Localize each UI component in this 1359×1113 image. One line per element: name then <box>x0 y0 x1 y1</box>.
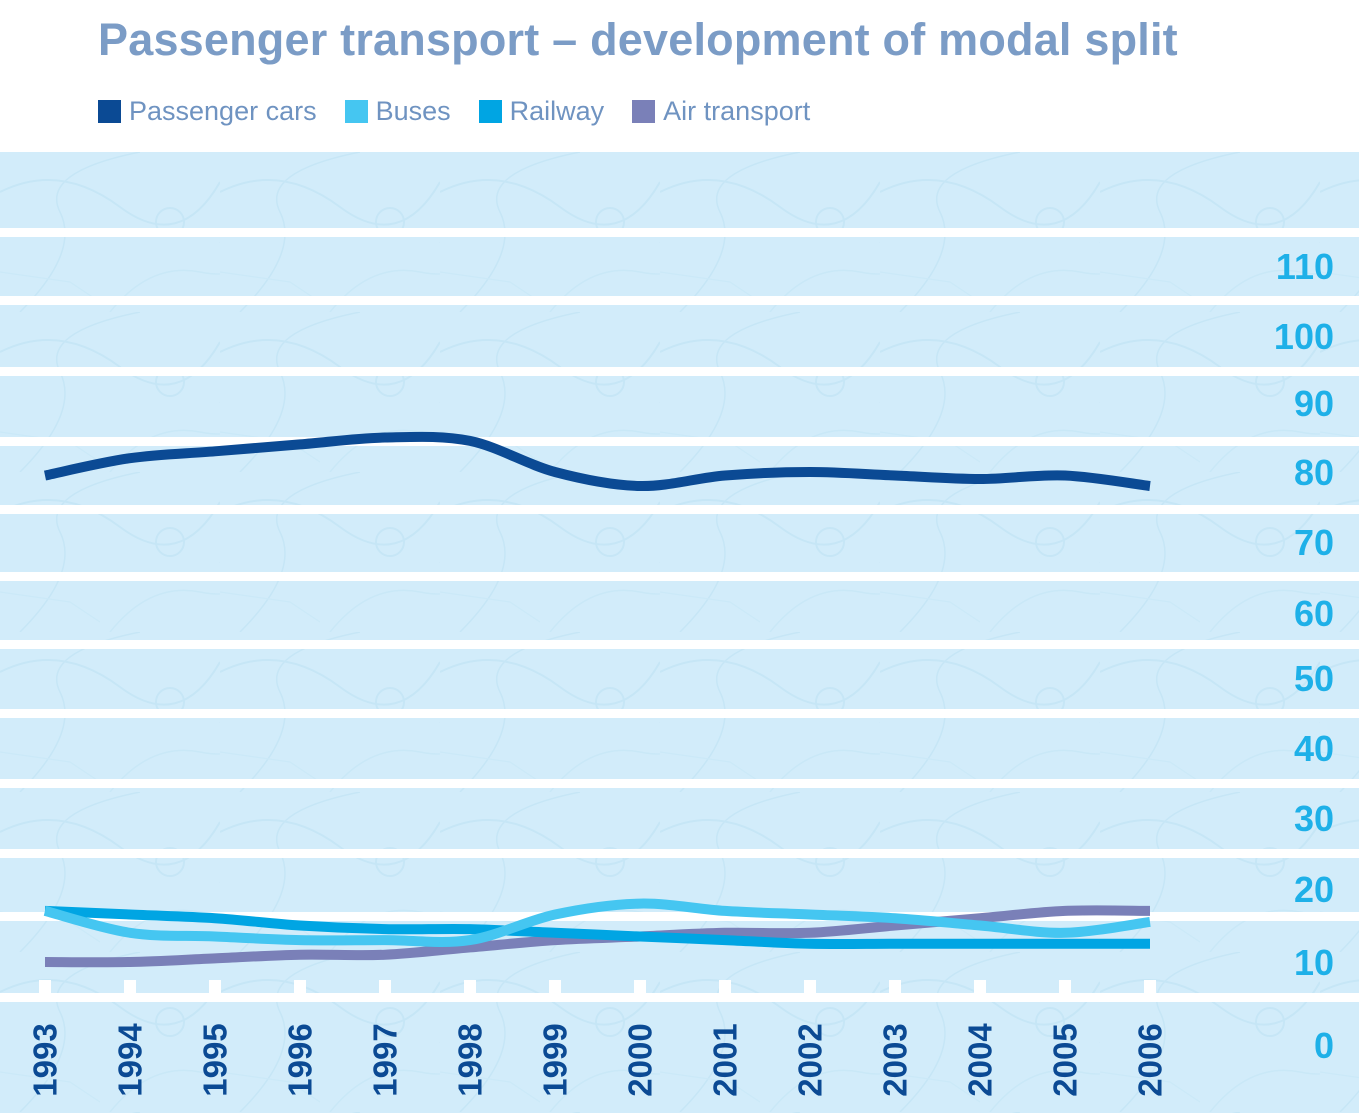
y-tick-label-110: 110 <box>1276 246 1334 287</box>
gridline-band-12 <box>0 993 1359 1002</box>
legend-item-buses: Buses <box>344 96 451 127</box>
series-line-railway <box>44 905 1150 950</box>
legend-swatch-air-transport <box>632 100 656 123</box>
x-tick-label-1993: 1993 <box>27 1023 64 1096</box>
x-tick-label-1998: 1998 <box>452 1023 489 1096</box>
legend-swatch-railway <box>478 100 502 123</box>
chart-legend: Passenger cars Buses Railway Air transpo… <box>98 96 838 127</box>
x-tick-label-1995: 1995 <box>197 1023 234 1096</box>
x-tick-label-2002: 2002 <box>792 1023 829 1096</box>
y-tick-label-10: 10 <box>1294 942 1334 983</box>
x-tick-mark-1999 <box>549 980 561 994</box>
legend-swatch-passenger-cars <box>98 100 121 123</box>
gridline-band-8 <box>0 709 1359 718</box>
gridline-band-5 <box>0 505 1359 514</box>
x-tick-mark-2003 <box>889 980 901 994</box>
gridline-band-10 <box>0 849 1359 858</box>
map-texture-overlay <box>0 152 1359 1113</box>
x-tick-mark-2005 <box>1059 980 1071 994</box>
y-tick-label-60: 60 <box>1294 593 1334 634</box>
y-tick-label-20: 20 <box>1294 869 1334 910</box>
y-tick-label-90: 90 <box>1294 383 1334 424</box>
legend-label-buses: Buses <box>375 96 451 126</box>
legend-label-passenger-cars: Passenger cars <box>129 96 317 126</box>
x-tick-mark-1997 <box>379 980 391 994</box>
legend-item-air-transport: Air transport <box>632 96 810 127</box>
x-tick-label-1997: 1997 <box>367 1023 404 1096</box>
legend-label-railway: Railway <box>509 96 605 126</box>
legend-swatch-buses <box>344 100 368 123</box>
x-tick-label-2006: 2006 <box>1132 1023 1169 1096</box>
x-tick-mark-1995 <box>209 980 221 994</box>
x-tick-label-2005: 2005 <box>1047 1023 1084 1096</box>
series-line-passenger-cars <box>43 431 1151 492</box>
x-tick-label-2003: 2003 <box>877 1023 914 1096</box>
x-tick-label-2001: 2001 <box>707 1023 744 1096</box>
x-tick-mark-2006 <box>1144 980 1156 994</box>
x-tick-label-2004: 2004 <box>962 1023 999 1097</box>
gridline-band-2 <box>0 296 1359 305</box>
x-tick-mark-1996 <box>294 980 306 994</box>
x-tick-mark-2004 <box>974 980 986 994</box>
y-tick-label-70: 70 <box>1294 522 1334 563</box>
y-tick-label-40: 40 <box>1294 728 1334 769</box>
x-tick-mark-2000 <box>634 980 646 994</box>
gridline-band-1 <box>0 228 1359 237</box>
series-line-buses <box>43 898 1151 947</box>
gridline-band-11 <box>0 912 1359 921</box>
y-tick-label-0: 0 <box>1314 1025 1334 1066</box>
gridline-band-7 <box>0 640 1359 649</box>
gridline-band-9 <box>0 779 1359 788</box>
x-tick-mark-1994 <box>124 980 136 994</box>
legend-label-air-transport: Air transport <box>663 96 811 126</box>
y-tick-label-100: 100 <box>1274 316 1334 357</box>
x-tick-mark-1993 <box>39 980 51 994</box>
y-tick-label-30: 30 <box>1294 798 1334 839</box>
legend-item-passenger-cars: Passenger cars <box>98 96 317 127</box>
gridline-band-6 <box>0 572 1359 581</box>
x-tick-label-2000: 2000 <box>622 1023 659 1096</box>
y-tick-label-80: 80 <box>1294 452 1334 493</box>
chart-title: Passenger transport – development of mod… <box>98 14 1178 65</box>
x-tick-mark-2001 <box>719 980 731 994</box>
x-tick-label-1994: 1994 <box>112 1023 149 1097</box>
x-tick-mark-2002 <box>804 980 816 994</box>
gridline-band-4 <box>0 437 1359 446</box>
x-tick-label-1996: 1996 <box>282 1023 319 1096</box>
legend-item-railway: Railway <box>478 96 605 127</box>
y-tick-label-50: 50 <box>1294 658 1334 699</box>
x-tick-label-1999: 1999 <box>537 1023 574 1096</box>
x-tick-mark-1998 <box>464 980 476 994</box>
gridline-band-3 <box>0 367 1359 376</box>
